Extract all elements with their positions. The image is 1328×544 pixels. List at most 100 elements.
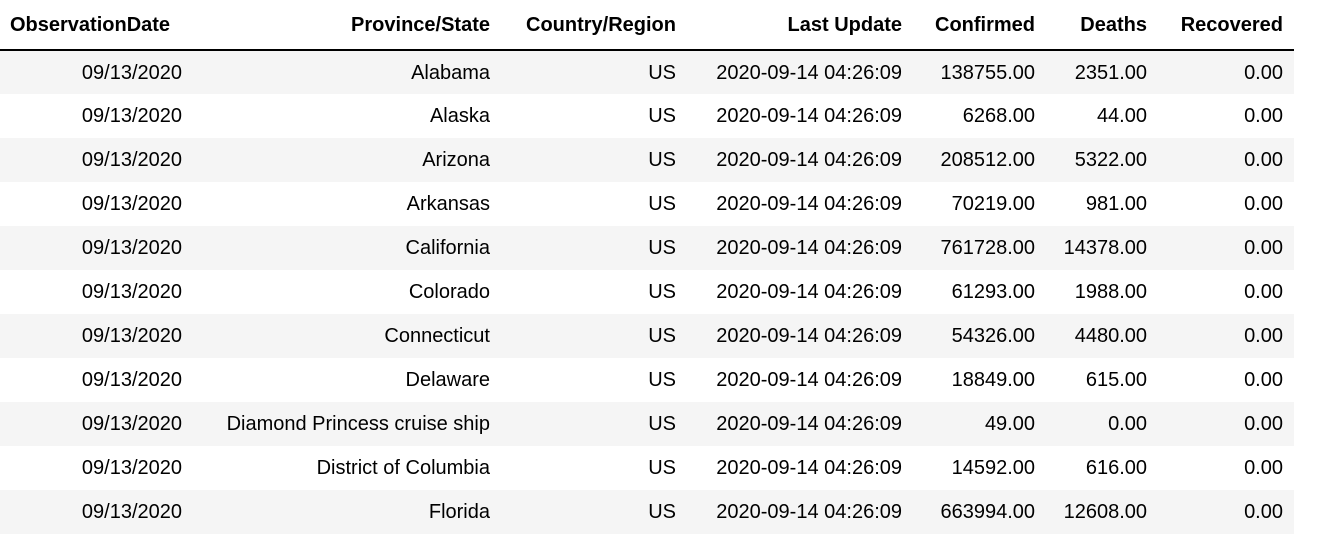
cell-confirmed: 14592.00 — [951, 457, 1035, 479]
cell-observation-date: 09/13/2020 — [81, 413, 182, 435]
cell-deaths: 1988.00 — [1074, 281, 1147, 303]
cell-recovered: 0.00 — [1244, 457, 1283, 479]
column-header-deaths: Deaths — [1046, 0, 1158, 51]
cell-province-state: Colorado — [408, 281, 490, 303]
cell-observation-date: 09/13/2020 — [81, 237, 182, 259]
cell-confirmed: 49.00 — [984, 413, 1035, 435]
cell-confirmed: 70219.00 — [951, 193, 1035, 215]
cell-last-update: 2020-09-14 04:26:09 — [716, 369, 902, 391]
cell-confirmed: 761728.00 — [940, 237, 1035, 259]
table-row: 09/13/2020 Alabama US 2020-09-14 04:26:09 13… — [0, 50, 1294, 94]
cell-confirmed: 6268.00 — [962, 105, 1035, 127]
cell-last-update: 2020-09-14 04:26:09 — [716, 237, 902, 259]
cell-province-state: Diamond Princess cruise ship — [226, 413, 490, 435]
column-header-province-state: Province/State — [193, 0, 501, 51]
cell-observation-date: 09/13/2020 — [81, 149, 182, 171]
cell-deaths: 12608.00 — [1063, 501, 1147, 523]
table-row: 09/13/2020 Colorado US 2020-09-14 04:26:09 6… — [0, 270, 1294, 314]
cell-country-region: US — [648, 457, 676, 479]
cell-province-state: Alabama — [411, 61, 490, 84]
table-row: 09/13/2020 California US 2020-09-14 04:26:0… — [0, 226, 1294, 270]
cell-last-update: 2020-09-14 04:26:09 — [716, 193, 902, 215]
cell-country-region: US — [648, 369, 676, 391]
column-header-country-region: Country/Region — [501, 0, 687, 51]
cell-recovered: 0.00 — [1244, 413, 1283, 435]
table-row: 09/13/2020 Arizona US 2020-09-14 04:26:09 20… — [0, 138, 1294, 182]
dataframe-output: ObservationDate Province/State Country/R… — [0, 0, 1294, 534]
column-header-recovered: Recovered — [1158, 0, 1294, 51]
cell-recovered: 0.00 — [1244, 501, 1283, 523]
cell-deaths: 2351.00 — [1074, 61, 1147, 84]
cell-last-update: 2020-09-14 04:26:09 — [716, 457, 902, 479]
cell-country-region: US — [648, 501, 676, 523]
cell-observation-date: 09/13/2020 — [81, 501, 182, 523]
cell-recovered: 0.00 — [1244, 325, 1283, 347]
cell-recovered: 0.00 — [1244, 149, 1283, 171]
cell-confirmed: 61293.00 — [951, 281, 1035, 303]
cell-deaths: 44.00 — [1096, 105, 1147, 127]
cell-deaths: 5322.00 — [1074, 149, 1147, 171]
cell-last-update: 2020-09-14 04:26:09 — [716, 149, 902, 171]
cell-province-state: District of Columbia — [316, 457, 490, 479]
table-row: 09/13/2020 Florida US 2020-09-14 04:26:09 66… — [0, 490, 1294, 534]
cell-observation-date: 09/13/2020 — [81, 281, 182, 303]
table-row: 09/13/2020 District of Columbia US 2020-09-… — [0, 446, 1294, 490]
cell-recovered: 0.00 — [1244, 369, 1283, 391]
table-row: 09/13/2020 Connecticut US 2020-09-14 04:26:… — [0, 314, 1294, 358]
cell-confirmed: 54326.00 — [951, 325, 1035, 347]
cell-observation-date: 09/13/2020 — [81, 325, 182, 347]
cell-province-state: Florida — [428, 501, 490, 523]
cell-last-update: 2020-09-14 04:26:09 — [716, 325, 902, 347]
table-body: 09/13/2020 Alabama US 2020-09-14 04:26:09 13… — [0, 50, 1294, 534]
table-row: 09/13/2020 Arkansas US 2020-09-14 04:26:09 7… — [0, 182, 1294, 226]
cell-deaths: 4480.00 — [1074, 325, 1147, 347]
table-row: 09/13/2020 Alaska US 2020-09-14 04:26:09 626… — [0, 94, 1294, 138]
cell-province-state: Arkansas — [406, 193, 490, 215]
cell-observation-date: 09/13/2020 — [81, 369, 182, 391]
cell-country-region: US — [648, 281, 676, 303]
cell-confirmed: 663994.00 — [940, 501, 1035, 523]
data-table: ObservationDate Province/State Country/R… — [0, 0, 1294, 534]
cell-province-state: Alaska — [429, 105, 490, 127]
cell-last-update: 2020-09-14 04:26:09 — [716, 61, 902, 84]
table-row: 09/13/2020 Diamond Princess cruise ship US… — [0, 402, 1294, 446]
column-header-confirmed: Confirmed — [913, 0, 1046, 51]
cell-confirmed: 18849.00 — [951, 369, 1035, 391]
cell-recovered: 0.00 — [1244, 281, 1283, 303]
cell-observation-date: 09/13/2020 — [81, 105, 182, 127]
cell-recovered: 0.00 — [1244, 237, 1283, 259]
cell-recovered: 0.00 — [1244, 105, 1283, 127]
cell-observation-date: 09/13/2020 — [81, 61, 182, 84]
column-header-observation-date: ObservationDate — [0, 0, 193, 51]
cell-province-state: Connecticut — [384, 325, 490, 347]
cell-confirmed: 138755.00 — [940, 61, 1035, 84]
cell-recovered: 0.00 — [1244, 193, 1283, 215]
cell-province-state: Delaware — [405, 369, 490, 391]
cell-deaths: 981.00 — [1085, 193, 1147, 215]
cell-observation-date: 09/13/2020 — [81, 457, 182, 479]
cell-last-update: 2020-09-14 04:26:09 — [716, 501, 902, 523]
cell-country-region: US — [648, 61, 676, 84]
cell-recovered: 0.00 — [1244, 61, 1283, 84]
cell-province-state: California — [405, 237, 490, 259]
table-header: ObservationDate Province/State Country/R… — [0, 0, 1294, 51]
cell-country-region: US — [648, 413, 676, 435]
cell-country-region: US — [648, 237, 676, 259]
cell-deaths: 615.00 — [1085, 369, 1147, 391]
cell-country-region: US — [648, 325, 676, 347]
cell-country-region: US — [648, 105, 676, 127]
cell-last-update: 2020-09-14 04:26:09 — [716, 413, 902, 435]
column-header-last-update: Last Update — [687, 0, 913, 51]
cell-confirmed: 208512.00 — [940, 149, 1035, 171]
cell-last-update: 2020-09-14 04:26:09 — [716, 105, 902, 127]
cell-deaths: 14378.00 — [1063, 237, 1147, 259]
cell-country-region: US — [648, 149, 676, 171]
table-row: 09/13/2020 Delaware US 2020-09-14 04:26:09 1… — [0, 358, 1294, 402]
cell-deaths: 616.00 — [1085, 457, 1147, 479]
cell-observation-date: 09/13/2020 — [81, 193, 182, 215]
cell-last-update: 2020-09-14 04:26:09 — [716, 281, 902, 303]
cell-province-state: Arizona — [422, 149, 490, 171]
header-row: ObservationDate Province/State Country/R… — [0, 0, 1294, 51]
cell-deaths: 0.00 — [1108, 413, 1147, 435]
cell-country-region: US — [648, 193, 676, 215]
